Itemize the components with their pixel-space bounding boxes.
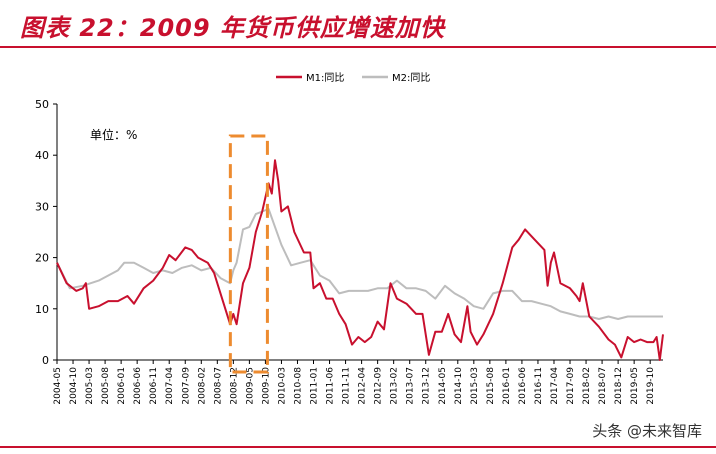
x-tick-label: 2007-04 bbox=[165, 367, 175, 405]
x-tick-label: 2012-09 bbox=[374, 367, 384, 405]
x-tick-label: 2012-04 bbox=[358, 367, 368, 405]
y-tick-label: 50 bbox=[35, 98, 49, 111]
y-tick-label: 0 bbox=[42, 354, 49, 367]
x-tick-label: 2018-02 bbox=[582, 367, 592, 405]
x-tick-label: 2016-01 bbox=[502, 367, 512, 405]
unit-label: 单位：% bbox=[90, 127, 137, 142]
y-tick-label: 40 bbox=[35, 149, 49, 162]
x-tick-label: 2015-08 bbox=[486, 367, 496, 405]
m2-series-line bbox=[56, 208, 663, 320]
x-tick-label: 2005-03 bbox=[85, 367, 95, 405]
x-tick-label: 2006-06 bbox=[133, 367, 143, 405]
x-tick-label: 2011-11 bbox=[342, 367, 352, 405]
x-tick-label: 2007-09 bbox=[181, 367, 191, 405]
x-tick-label: 2011-06 bbox=[326, 367, 336, 405]
x-tick-label: 2005-08 bbox=[101, 367, 111, 405]
page-title: 图表 22：2009 年货币供应增速加快 bbox=[20, 14, 445, 42]
x-tick-label: 2015-03 bbox=[470, 367, 480, 405]
x-tick-label: 2013-12 bbox=[422, 367, 432, 405]
x-tick-label: 2016-11 bbox=[534, 367, 544, 405]
footer-divider bbox=[0, 446, 716, 448]
x-tick-label: 2006-11 bbox=[149, 367, 159, 405]
y-tick-label: 20 bbox=[35, 252, 49, 265]
y-tick-label: 10 bbox=[35, 303, 49, 316]
highlight-box bbox=[228, 134, 269, 374]
m1-series-line bbox=[56, 159, 664, 361]
x-tick-label: 2008-12 bbox=[229, 367, 239, 405]
x-tick-label: 2014-10 bbox=[454, 367, 464, 405]
x-tick-label: 2009-10 bbox=[261, 367, 271, 405]
m1-m2-growth-chart: 0 10 20 30 40 50 2004-05 2004-10 2005-03 2005-08 2… bbox=[35, 72, 664, 405]
x-tick-label: 2011-01 bbox=[310, 367, 320, 405]
x-tick-label: 2019-10 bbox=[646, 367, 656, 405]
x-tick-label: 2009-05 bbox=[245, 367, 255, 405]
x-tick-label: 2013-02 bbox=[390, 367, 400, 405]
x-tick-label: 2017-09 bbox=[566, 367, 576, 405]
x-tick-label: 2019-05 bbox=[630, 367, 640, 405]
x-tick-label: 2006-01 bbox=[117, 367, 127, 405]
x-tick-label: 2008-07 bbox=[213, 367, 223, 405]
x-tick-label: 2010-08 bbox=[293, 367, 303, 405]
x-tick-label: 2010-03 bbox=[277, 367, 287, 405]
x-tick-label: 2004-10 bbox=[69, 367, 79, 405]
x-tick-label: 2013-07 bbox=[406, 367, 416, 405]
title-divider bbox=[0, 46, 716, 48]
x-tick-label: 2018-07 bbox=[598, 367, 608, 405]
x-tick-label: 2016-06 bbox=[518, 367, 528, 405]
x-tick-label: 2017-04 bbox=[550, 367, 560, 405]
legend-m2-label: M2:同比 bbox=[392, 72, 430, 84]
watermark: 头条 @未来智库 bbox=[592, 422, 702, 440]
y-tick-label: 30 bbox=[35, 200, 49, 213]
x-tick-label: 2004-05 bbox=[53, 367, 63, 405]
x-tick-label: 2018-12 bbox=[614, 367, 624, 405]
legend-m1-label: M1:同比 bbox=[306, 72, 344, 84]
x-tick-label: 2008-02 bbox=[197, 367, 207, 405]
x-tick-label: 2014-05 bbox=[438, 367, 448, 405]
